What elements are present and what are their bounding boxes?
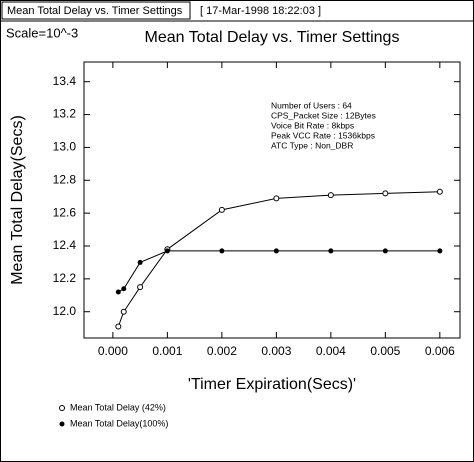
x-tick-label: 0.003 — [261, 344, 291, 358]
data-point — [436, 188, 443, 195]
data-point — [382, 190, 389, 197]
legend-marker — [59, 421, 65, 427]
x-tick-label: 0.006 — [425, 344, 455, 358]
legend-marker — [59, 405, 65, 411]
data-point — [218, 206, 225, 213]
data-point — [121, 286, 127, 292]
plot-frame — [83, 61, 461, 339]
y-tick-label: 13.2 — [53, 107, 77, 121]
annotation: Number of Users : 64 — [271, 100, 352, 110]
x-tick-label: 0.002 — [207, 344, 237, 358]
data-point — [164, 248, 170, 254]
data-point — [137, 284, 144, 291]
data-point — [137, 259, 143, 265]
annotation: ATC Type : Non_DBR — [271, 140, 353, 150]
x-tick-label: 0.004 — [316, 344, 346, 358]
window-title-box — [1, 1, 191, 20]
data-point — [115, 289, 121, 295]
x-tick-label: 0.005 — [370, 344, 400, 358]
scale-note: Scale=10^-3 — [6, 25, 78, 40]
y-axis-label: Mean Total Delay(Secs) — [9, 115, 26, 285]
y-tick-label: 12.6 — [53, 205, 77, 219]
y-tick-label: 13.4 — [53, 74, 77, 88]
x-tick-label: 0.000 — [98, 344, 128, 358]
legend-label: Mean Total Delay(100%) — [70, 418, 168, 428]
data-point — [115, 323, 122, 330]
y-tick-label: 12.4 — [53, 238, 77, 252]
annotation: Voice Bit Rate : 8kbps — [271, 120, 354, 130]
legend-label: Mean Total Delay (42%) — [70, 402, 166, 412]
data-point — [273, 248, 279, 254]
data-point — [273, 195, 280, 202]
x-axis-label: 'Timer Expiration(Secs)' — [188, 376, 356, 393]
data-point — [437, 248, 443, 254]
chart-title: Mean Total Delay vs. Timer Settings — [145, 29, 400, 46]
y-tick-label: 12.0 — [53, 304, 77, 318]
data-point — [219, 248, 225, 254]
data-point — [120, 308, 127, 315]
x-tick-label: 0.001 — [152, 344, 182, 358]
annotation: Peak VCC Rate : 1536kbps — [271, 130, 375, 140]
y-tick-label: 12.2 — [53, 271, 77, 285]
data-point — [328, 248, 334, 254]
y-tick-label: 12.8 — [53, 172, 77, 186]
data-point — [382, 248, 388, 254]
window-title: Mean Total Delay vs. Timer Settings — [7, 5, 183, 17]
timestamp: [ 17-Mar-1998 18:22:03 ] — [200, 5, 321, 17]
data-point — [327, 192, 334, 199]
y-tick-label: 13.0 — [53, 140, 77, 154]
annotation: CPS_Packet Size : 12Bytes — [271, 110, 376, 120]
